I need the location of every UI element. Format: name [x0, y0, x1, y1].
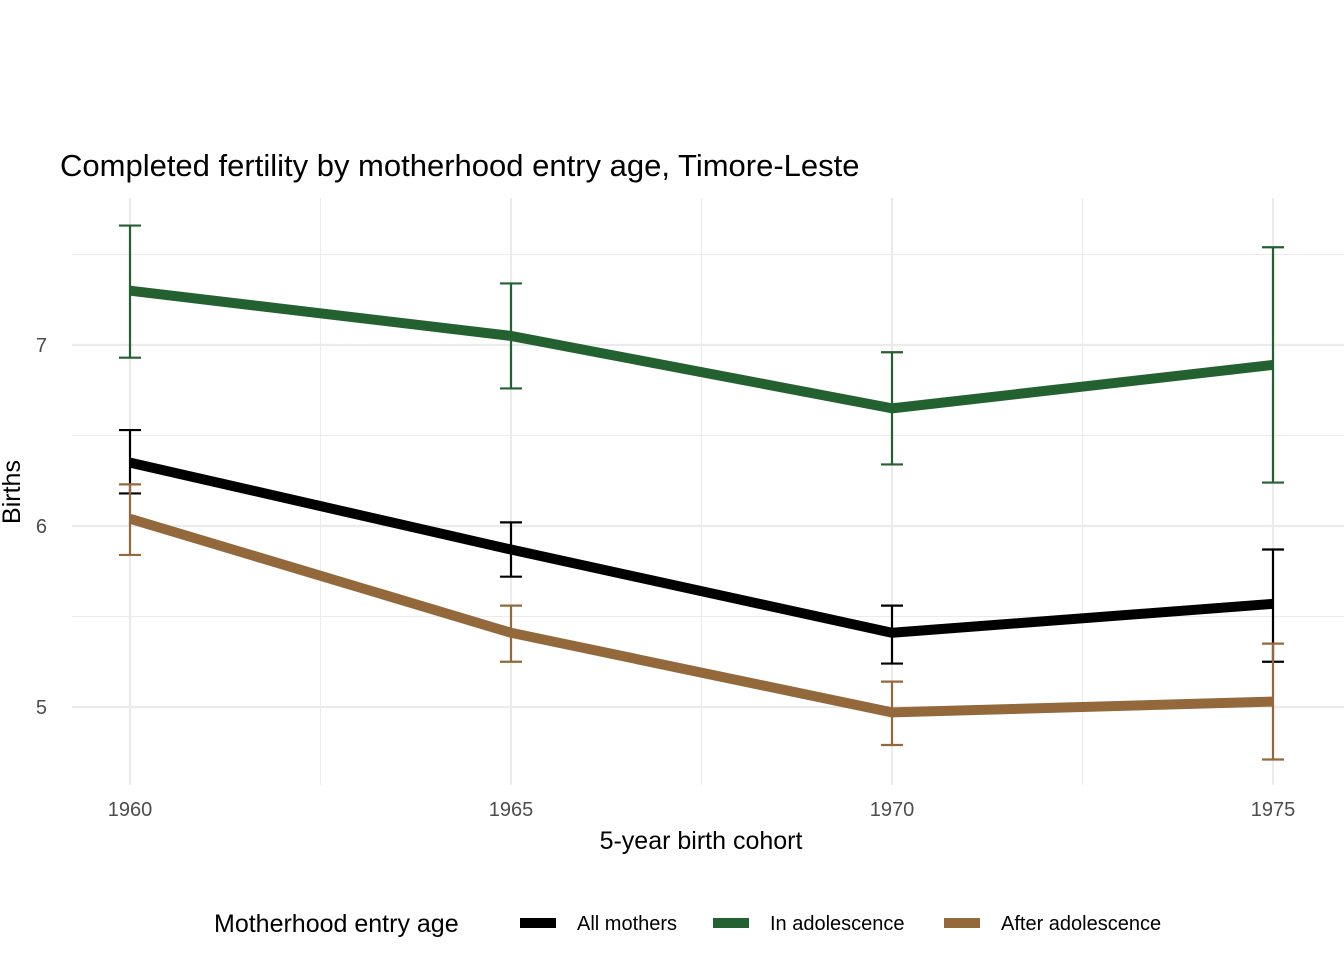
legend: Motherhood entry age All mothers In adole…: [214, 910, 1161, 938]
legend-label: All mothers: [577, 913, 677, 935]
y-tick-label: 5: [36, 697, 47, 719]
legend-key: [520, 918, 556, 928]
x-tick-label: 1965: [489, 799, 534, 821]
series-line-after-adolescence: [128, 513, 1274, 718]
series-line-all-mothers: [128, 457, 1274, 638]
y-tick-labels: 5 6 7: [36, 335, 47, 719]
y-tick-label: 7: [36, 335, 47, 357]
x-tick-label: 1970: [870, 799, 915, 821]
x-axis-title: 5-year birth cohort: [600, 827, 803, 855]
legend-item: All mothers: [520, 913, 677, 935]
x-tick-label: 1960: [108, 799, 153, 821]
legend-label: After adolescence: [1001, 913, 1161, 935]
series-layer: [119, 224, 1284, 761]
x-tick-labels: 1960 1965 1970 1975: [108, 799, 1296, 821]
legend-item: In adolescence: [713, 913, 905, 935]
legend-label: In adolescence: [770, 913, 905, 935]
y-axis-title: Births: [0, 460, 26, 524]
legend-item: After adolescence: [944, 913, 1161, 935]
x-tick-label: 1975: [1251, 799, 1296, 821]
legend-key: [713, 918, 749, 928]
legend-title: Motherhood entry age: [214, 910, 459, 938]
legend-key: [944, 918, 980, 928]
series-line-in-adolescence: [129, 285, 1274, 414]
y-tick-label: 6: [36, 516, 47, 538]
chart-title: Completed fertility by motherhood entry …: [60, 148, 860, 183]
